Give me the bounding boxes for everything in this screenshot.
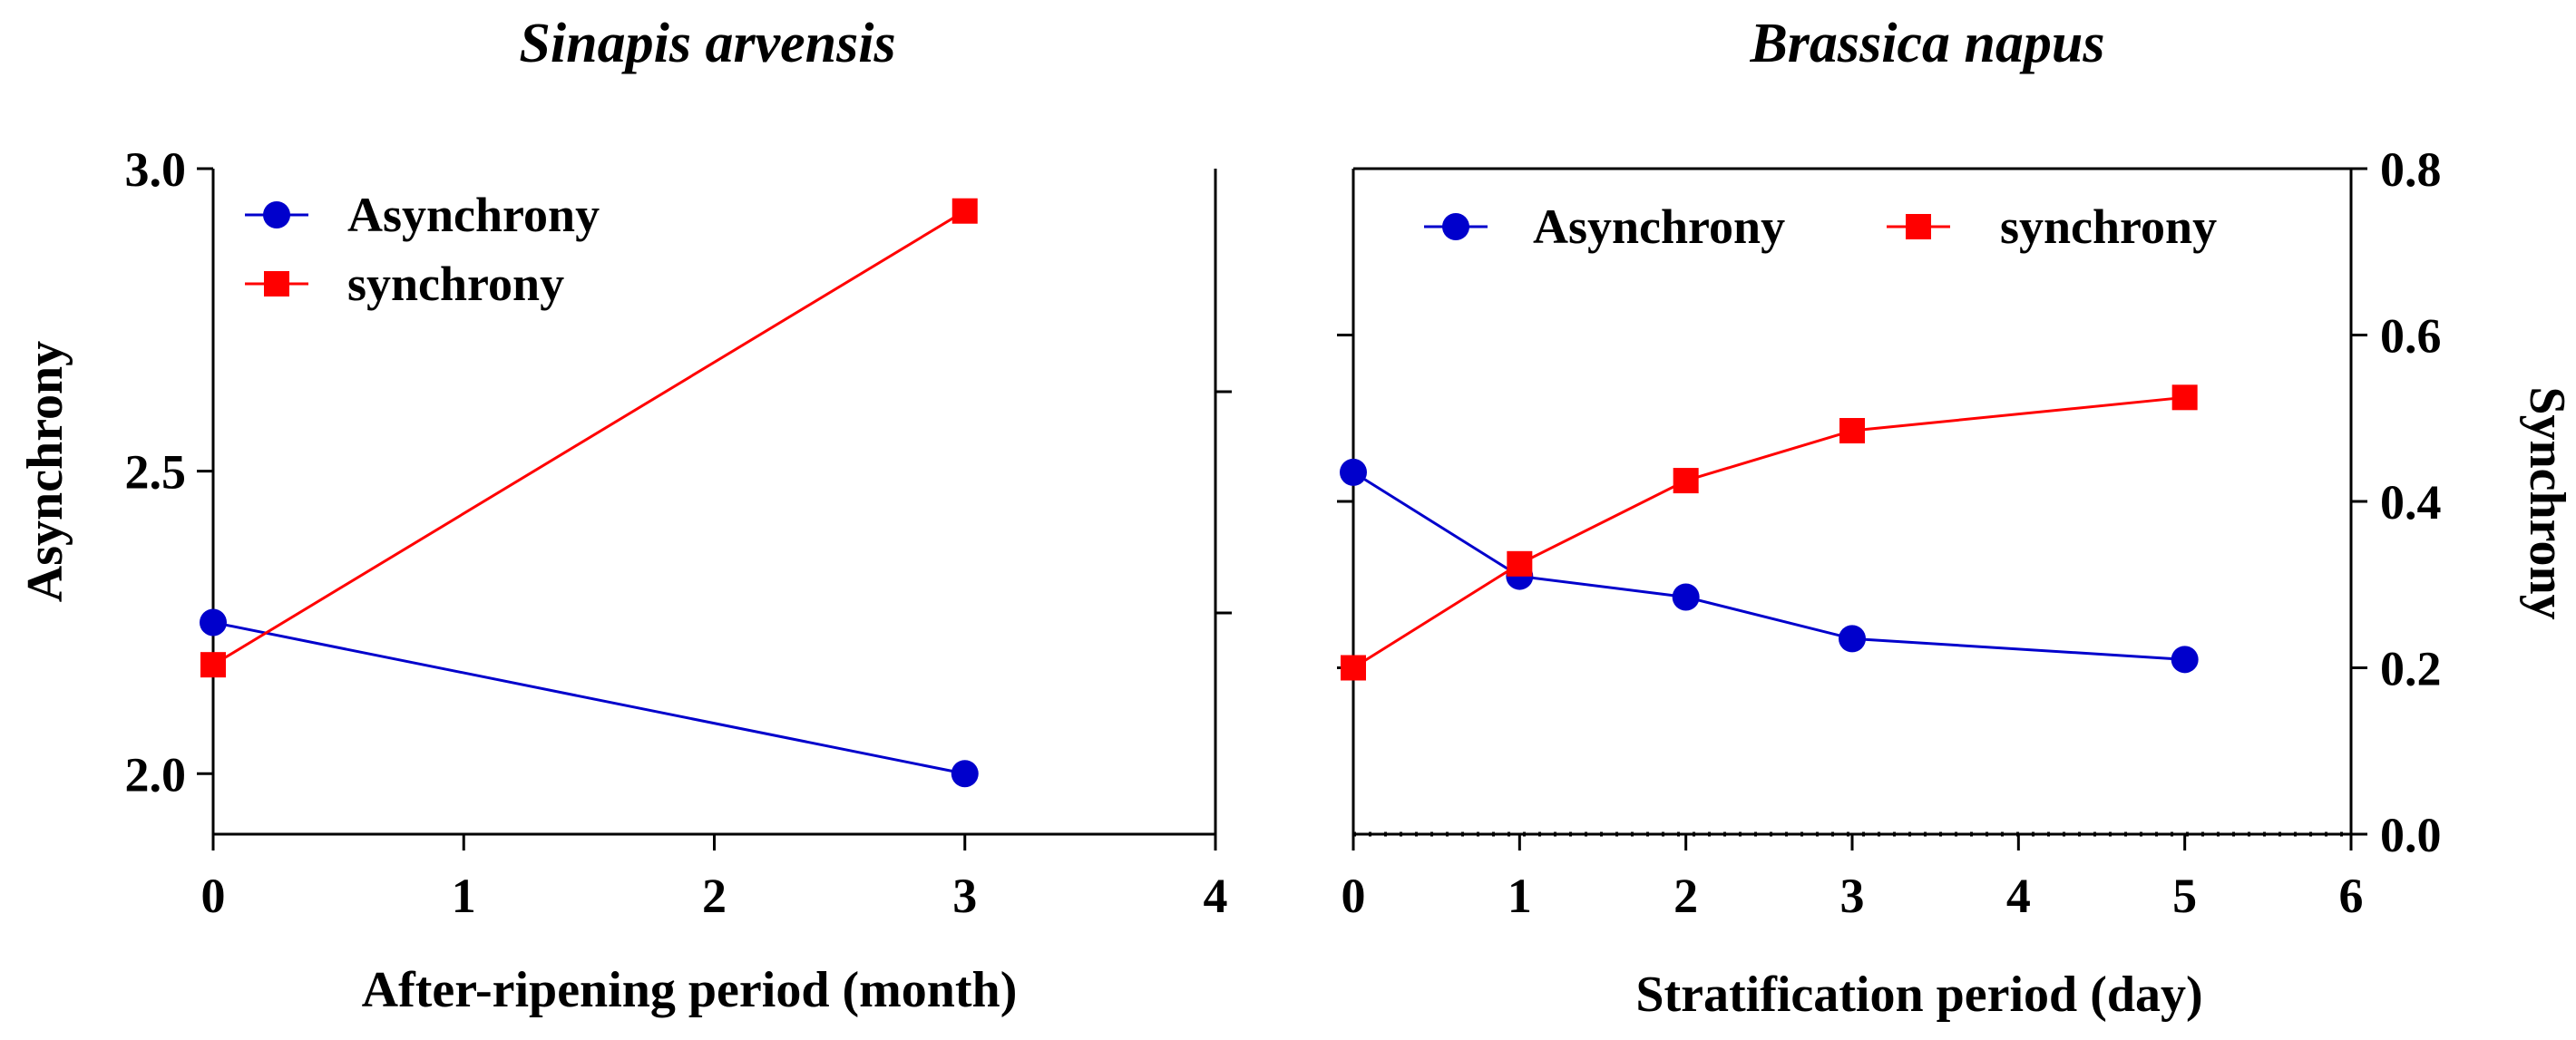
right-x-tick-label: 4 <box>2006 869 2031 923</box>
left-y-tick-label: 2.0 <box>125 747 187 802</box>
left-asynchrony-point <box>200 608 227 637</box>
right-x-axis-label: Stratification period (day) <box>1635 967 2202 1023</box>
left-chart-title: Sinapis arvensis <box>519 13 895 74</box>
left-y-axis-label: Asynchrony <box>17 341 73 602</box>
right-x-tick-label: 5 <box>2172 869 2197 923</box>
right-asynchrony-point <box>1340 458 1367 486</box>
right-asynchrony-point <box>1839 625 1866 653</box>
right-y-tick-label: 0.4 <box>2380 475 2442 530</box>
right-synchrony-point <box>1507 550 1533 577</box>
right-y-tick-label: 0.8 <box>2380 142 2442 197</box>
left-x-tick-label: 0 <box>201 869 226 923</box>
left-legend-asynchrony: Asynchrony <box>245 188 600 242</box>
right-plot-area <box>1340 384 2199 681</box>
sinapis-arvensis-chart: Sinapis arvensis After-ripening period (… <box>17 13 1232 1018</box>
right-y-axis-label: Synchrony <box>2519 386 2575 619</box>
right-x-tick-label: 0 <box>1342 869 1366 923</box>
left-series-asynchrony-line <box>212 620 966 775</box>
left-plot-area <box>200 198 979 788</box>
right-legend-synchrony: synchrony <box>1887 199 2217 254</box>
left-legend: Asynchrony synchrony <box>245 188 600 311</box>
left-legend-asynchrony-marker <box>263 201 290 228</box>
right-legend: Asynchrony synchrony <box>1424 199 2217 254</box>
left-asynchrony-point <box>951 760 979 788</box>
brassica-napus-chart: Brassica napus Stratification period (da… <box>1337 13 2575 1023</box>
right-legend-synchrony-marker <box>1906 214 1931 239</box>
right-series-asynchrony-line <box>1352 471 2185 661</box>
right-chart-title: Brassica napus <box>1749 13 2104 74</box>
left-legend-asynchrony-label: Asynchrony <box>347 188 600 242</box>
left-series-synchrony-line <box>212 209 966 666</box>
left-y-tick-label: 2.5 <box>125 445 187 500</box>
left-synchrony-point <box>951 198 978 224</box>
right-series-synchrony-line <box>1352 395 2185 669</box>
left-x-tick-label: 4 <box>1204 869 1228 923</box>
right-legend-asynchrony-marker <box>1442 213 1469 240</box>
right-x-tick-label: 1 <box>1508 869 1532 923</box>
left-x-tick-label: 1 <box>452 869 476 923</box>
left-axes: 2.0 2.5 3.0 0 1 2 3 4 <box>125 142 1232 923</box>
right-y-tick-label: 0.6 <box>2380 309 2442 364</box>
right-x-tick-label: 3 <box>1840 869 1865 923</box>
left-legend-synchrony-label: synchrony <box>347 257 564 311</box>
right-legend-asynchrony: Asynchrony <box>1424 199 1785 254</box>
right-synchrony-point <box>2171 384 2198 411</box>
right-x-tick-label: 6 <box>2339 869 2364 923</box>
right-synchrony-point <box>1341 655 1366 681</box>
right-asynchrony-point <box>1672 583 1700 611</box>
right-x-tick-label: 2 <box>1673 869 1698 923</box>
right-y-tick-label: 0.2 <box>2380 642 2442 696</box>
left-legend-synchrony: synchrony <box>245 257 564 311</box>
left-y-tick-label: 3.0 <box>125 142 187 197</box>
left-x-tick-label: 2 <box>702 869 727 923</box>
left-x-tick-label: 3 <box>952 869 977 923</box>
right-y-tick-label: 0.0 <box>2380 808 2442 862</box>
right-axes: 0.0 0.2 0.4 0.6 0.8 0 1 2 3 4 5 6 <box>1337 142 2442 923</box>
left-x-axis-label: After-ripening period (month) <box>362 962 1018 1018</box>
right-asynchrony-point <box>2171 646 2199 674</box>
right-synchrony-point <box>1839 418 1865 444</box>
left-legend-synchrony-marker <box>264 271 289 296</box>
right-legend-asynchrony-label: Asynchrony <box>1533 199 1785 254</box>
right-legend-synchrony-label: synchrony <box>2000 199 2217 254</box>
right-synchrony-point <box>1673 468 1699 494</box>
left-synchrony-point <box>200 652 226 678</box>
